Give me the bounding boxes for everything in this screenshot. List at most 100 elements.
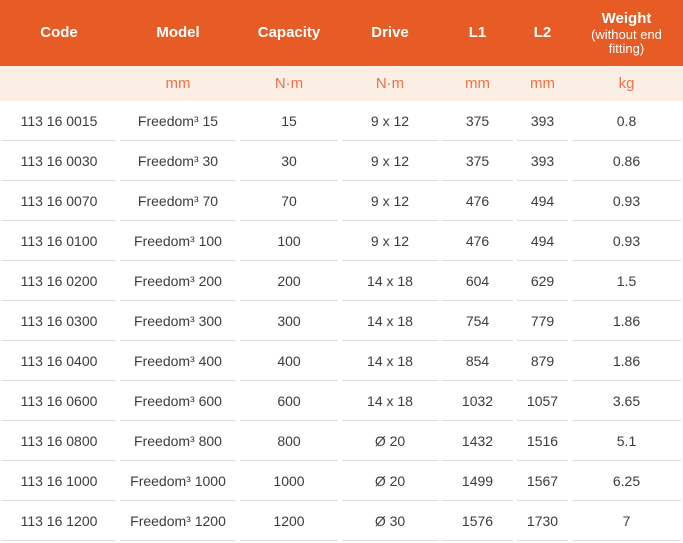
unit-cell-code (0, 66, 118, 101)
cell-weight: 1.86 (570, 341, 683, 381)
column-header-drive: Drive (340, 0, 440, 66)
cell-l2: 494 (515, 181, 570, 221)
cell-code: 113 16 0200 (0, 261, 118, 301)
table-body: 113 16 0015 Freedom³ 15 15 9 x 12 375 393 0.8 1… (0, 101, 683, 541)
cell-weight: 1.5 (570, 261, 683, 301)
table-row: 113 16 0015 Freedom³ 15 15 9 x 12 375 393 0.8 (0, 101, 683, 141)
cell-drive: Ø 20 (340, 461, 440, 501)
table-row: 113 16 1000 Freedom³ 1000 1000 Ø 20 1499 1567… (0, 461, 683, 501)
cell-l1: 1432 (440, 421, 515, 461)
table-row: 113 16 0030 Freedom³ 30 30 9 x 12 375 393 0.86 (0, 141, 683, 181)
cell-model: Freedom³ 800 (118, 421, 238, 461)
cell-l1: 476 (440, 221, 515, 261)
cell-drive: 14 x 18 (340, 301, 440, 341)
cell-l2: 1516 (515, 421, 570, 461)
unit-cell-weight: kg (570, 66, 683, 101)
cell-l1: 854 (440, 341, 515, 381)
cell-l2: 494 (515, 221, 570, 261)
cell-model: Freedom³ 30 (118, 141, 238, 181)
cell-weight: 6.25 (570, 461, 683, 501)
cell-capacity: 70 (238, 181, 340, 221)
table-row: 113 16 0600 Freedom³ 600 600 14 x 18 1032 105… (0, 381, 683, 421)
cell-weight: 0.86 (570, 141, 683, 181)
cell-model: Freedom³ 300 (118, 301, 238, 341)
cell-weight: 0.93 (570, 221, 683, 261)
cell-model: Freedom³ 15 (118, 101, 238, 141)
cell-code: 113 16 1200 (0, 501, 118, 541)
cell-l2: 1567 (515, 461, 570, 501)
cell-capacity: 200 (238, 261, 340, 301)
cell-model: Freedom³ 100 (118, 221, 238, 261)
cell-capacity: 400 (238, 341, 340, 381)
cell-weight: 7 (570, 501, 683, 541)
cell-l2: 393 (515, 101, 570, 141)
cell-capacity: 100 (238, 221, 340, 261)
cell-model: Freedom³ 400 (118, 341, 238, 381)
cell-model: Freedom³ 200 (118, 261, 238, 301)
table-row: 113 16 0300 Freedom³ 300 300 14 x 18 754 779 1… (0, 301, 683, 341)
table-header-row: Code Model Capacity Drive L1 L2 Weight (without… (0, 0, 683, 66)
cell-l1: 754 (440, 301, 515, 341)
column-sublabel: (without end fitting) (591, 26, 662, 57)
cell-l1: 1032 (440, 381, 515, 421)
cell-drive: 14 x 18 (340, 341, 440, 381)
cell-drive: 14 x 18 (340, 381, 440, 421)
column-header-model: Model (118, 0, 238, 66)
cell-l1: 604 (440, 261, 515, 301)
unit-cell-capacity: N·m (238, 66, 340, 101)
cell-capacity: 1000 (238, 461, 340, 501)
cell-capacity: 15 (238, 101, 340, 141)
column-label: L2 (533, 24, 552, 42)
cell-weight: 0.8 (570, 101, 683, 141)
cell-capacity: 800 (238, 421, 340, 461)
cell-drive: 9 x 12 (340, 141, 440, 181)
cell-l1: 1576 (440, 501, 515, 541)
cell-capacity: 1200 (238, 501, 340, 541)
column-label: Weight (601, 9, 652, 27)
cell-code: 113 16 0070 (0, 181, 118, 221)
cell-weight: 3.65 (570, 381, 683, 421)
table-row: 113 16 0100 Freedom³ 100 100 9 x 12 476 494 0.… (0, 221, 683, 261)
cell-code: 113 16 0800 (0, 421, 118, 461)
cell-model: Freedom³ 1200 (118, 501, 238, 541)
cell-model: Freedom³ 70 (118, 181, 238, 221)
cell-model: Freedom³ 600 (118, 381, 238, 421)
cell-l1: 1499 (440, 461, 515, 501)
table-units-row: mm N·m N·m mm mm kg (0, 66, 683, 101)
cell-code: 113 16 0100 (0, 221, 118, 261)
cell-l1: 476 (440, 181, 515, 221)
unit-cell-l1: mm (440, 66, 515, 101)
cell-code: 113 16 0030 (0, 141, 118, 181)
column-label: L1 (468, 24, 487, 42)
cell-weight: 1.86 (570, 301, 683, 341)
cell-code: 113 16 0300 (0, 301, 118, 341)
unit-cell-l2: mm (515, 66, 570, 101)
cell-weight: 0.93 (570, 181, 683, 221)
cell-drive: 9 x 12 (340, 101, 440, 141)
cell-l2: 779 (515, 301, 570, 341)
unit-cell-drive: N·m (340, 66, 440, 101)
cell-code: 113 16 1000 (0, 461, 118, 501)
column-header-l1: L1 (440, 0, 515, 66)
column-label: Code (40, 24, 78, 42)
cell-drive: 14 x 18 (340, 261, 440, 301)
cell-drive: 9 x 12 (340, 221, 440, 261)
table-row: 113 16 0070 Freedom³ 70 70 9 x 12 476 494 0.93 (0, 181, 683, 221)
cell-drive: Ø 20 (340, 421, 440, 461)
cell-l2: 879 (515, 341, 570, 381)
cell-l2: 1730 (515, 501, 570, 541)
table-row: 113 16 0400 Freedom³ 400 400 14 x 18 854 879 1… (0, 341, 683, 381)
cell-l2: 629 (515, 261, 570, 301)
cell-code: 113 16 0400 (0, 341, 118, 381)
cell-l1: 375 (440, 141, 515, 181)
cell-drive: 9 x 12 (340, 181, 440, 221)
unit-cell-model: mm (118, 66, 238, 101)
column-label: Model (156, 24, 200, 42)
cell-code: 113 16 0600 (0, 381, 118, 421)
cell-code: 113 16 0015 (0, 101, 118, 141)
cell-l2: 393 (515, 141, 570, 181)
column-header-capacity: Capacity (238, 0, 340, 66)
cell-capacity: 300 (238, 301, 340, 341)
